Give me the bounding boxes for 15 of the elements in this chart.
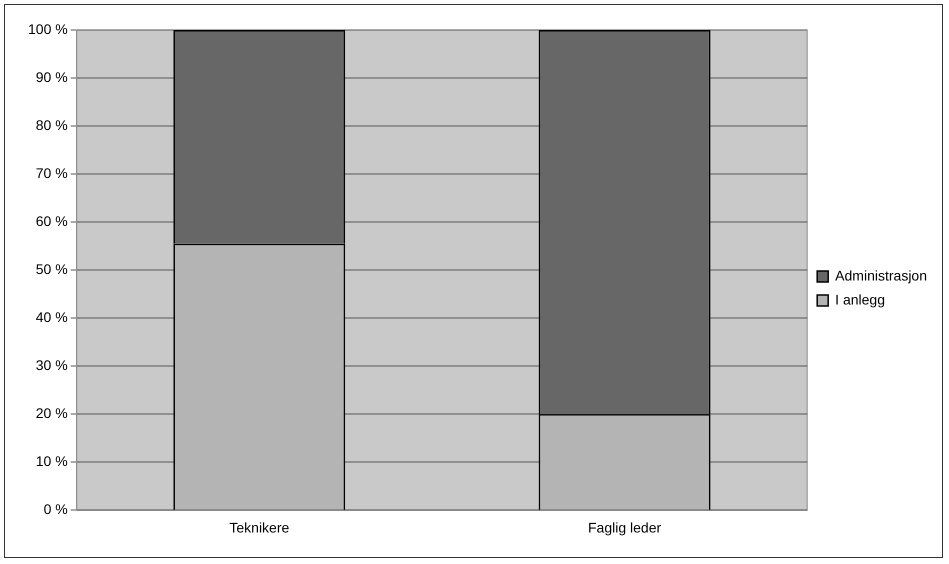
y-tick-label: 80 % <box>36 116 68 133</box>
y-tick-label: 30 % <box>36 357 68 373</box>
x-tick-label: Faglig leder <box>588 519 662 536</box>
y-tick-label: 70 % <box>36 164 68 181</box>
y-tick-label: 40 % <box>36 308 68 325</box>
y-tick-label: 50 % <box>36 260 68 277</box>
y-tick-label: 90 % <box>36 68 68 85</box>
y-tick-label: 0 % <box>44 501 68 518</box>
y-tick-label: 10 % <box>36 453 68 470</box>
legend-label: Administrasjon <box>835 267 928 284</box>
y-tick-label: 100 % <box>28 20 68 37</box>
x-tick-label: Teknikere <box>229 519 290 536</box>
y-tick-label: 20 % <box>36 405 68 422</box>
legend-label: I anlegg <box>835 291 886 308</box>
y-tick-label: 60 % <box>36 212 68 229</box>
